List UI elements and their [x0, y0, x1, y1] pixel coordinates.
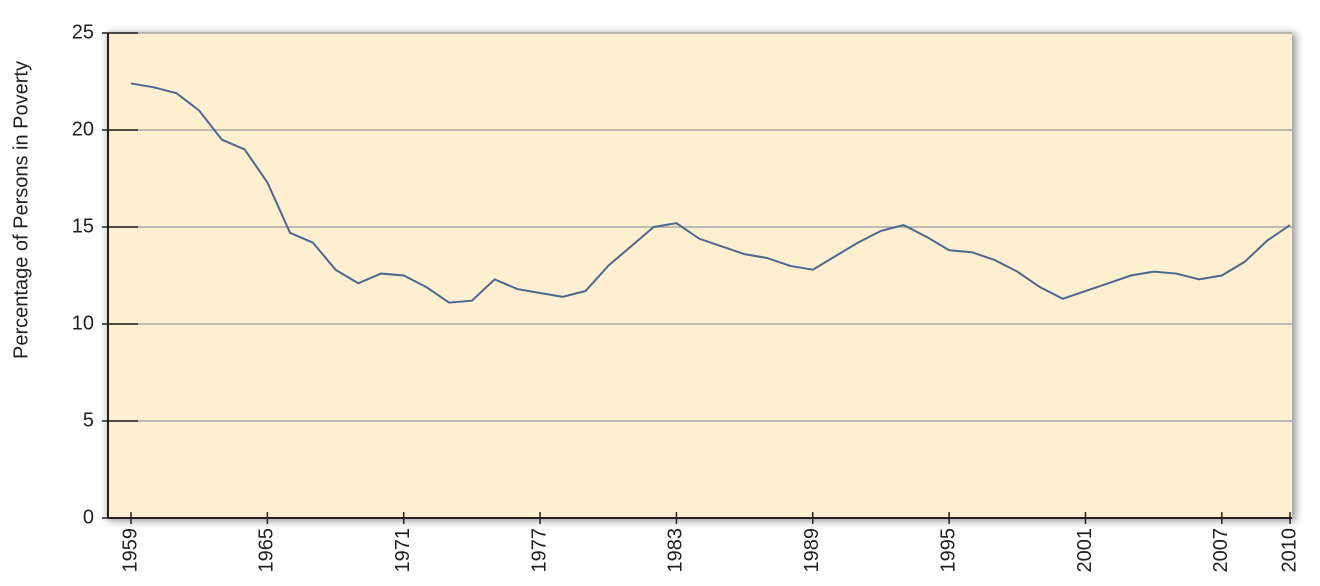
x-tick-label: 2010 [1278, 528, 1300, 573]
x-tick-label: 1971 [392, 528, 414, 573]
x-tick-label: 2001 [1074, 528, 1096, 573]
y-tick-label: 15 [72, 215, 94, 237]
y-tick-label: 25 [72, 21, 94, 43]
x-tick-label: 1995 [937, 528, 959, 573]
plot-area [108, 33, 1292, 518]
y-axis-label: Percentage of Persons in Poverty [10, 61, 32, 359]
y-tick-label: 0 [83, 506, 94, 528]
x-tick-label: 1989 [801, 528, 823, 573]
x-tick-label: 1965 [256, 528, 278, 573]
y-tick-label: 10 [72, 312, 94, 334]
y-tick-label: 5 [83, 409, 94, 431]
data-line [130, 82, 1291, 304]
x-tick-label: 1977 [528, 528, 550, 573]
x-tick-label: 1959 [119, 528, 141, 573]
y-tick-label: 20 [72, 118, 94, 140]
x-tick-label: 1983 [665, 528, 687, 573]
x-tick-label: 2007 [1210, 528, 1232, 573]
